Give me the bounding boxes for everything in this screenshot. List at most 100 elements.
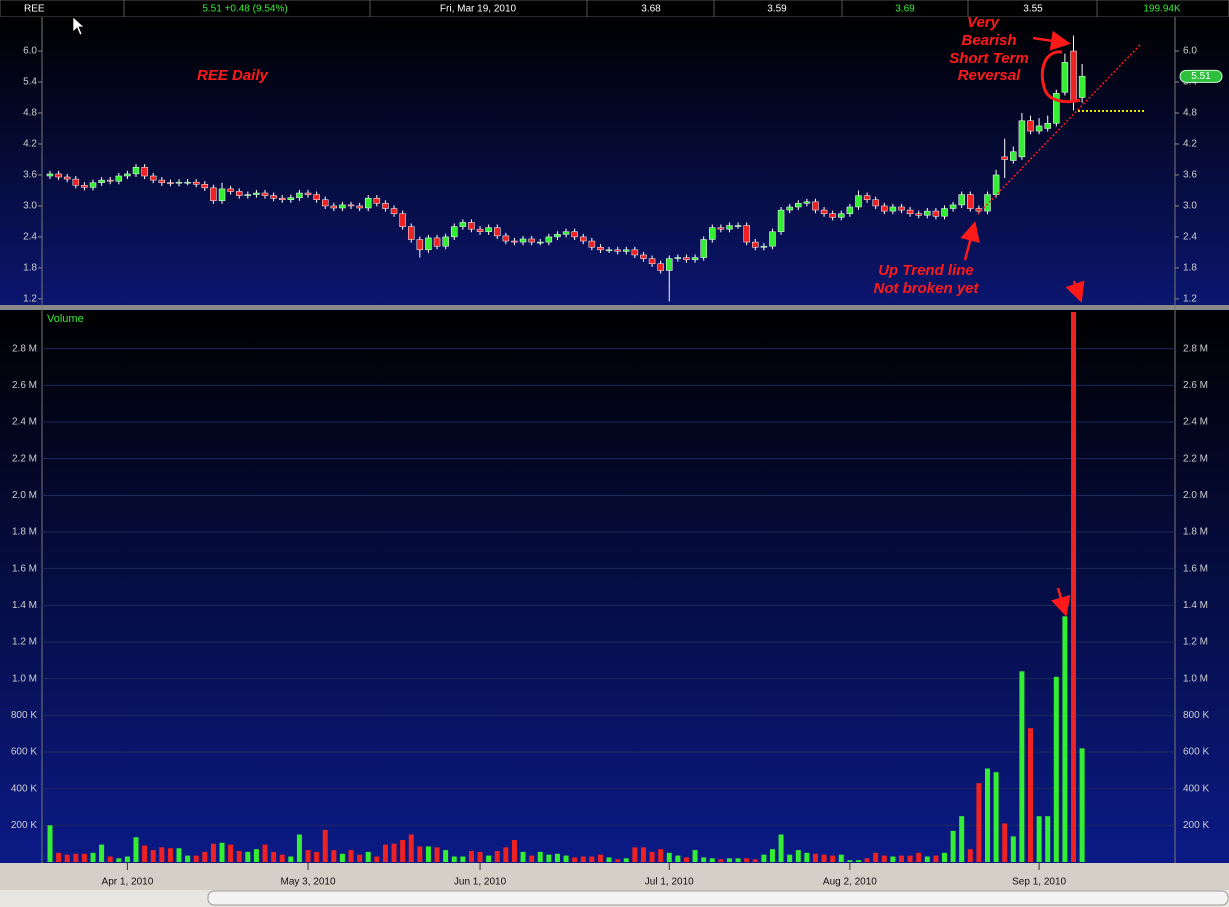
date-axis bbox=[0, 863, 1229, 890]
volume-bar bbox=[924, 856, 930, 862]
volume-bar bbox=[752, 859, 758, 862]
y-tick-label: 2.2 M bbox=[1183, 453, 1208, 464]
candle-body bbox=[666, 258, 673, 271]
annotation: Short Term bbox=[949, 50, 1028, 67]
arrow bbox=[1051, 587, 1071, 617]
y-tick-label: 400 K bbox=[11, 783, 37, 794]
last-change: 5.51 +0.48 (9.54%) bbox=[202, 4, 287, 15]
trend-line bbox=[977, 44, 1141, 215]
candle-body bbox=[321, 199, 329, 207]
y-tick-label: 3.6 bbox=[1183, 170, 1197, 181]
volume-bars bbox=[47, 312, 1085, 862]
y-tick-label: 2.2 M bbox=[12, 453, 37, 464]
candle-body bbox=[889, 206, 897, 212]
volume-bar bbox=[640, 847, 646, 862]
volume-bar bbox=[1002, 823, 1008, 862]
candle-body bbox=[898, 206, 905, 211]
volume-bar bbox=[64, 854, 70, 862]
volume-bar bbox=[761, 854, 767, 862]
volume-bar bbox=[434, 847, 440, 862]
volume-bar bbox=[382, 844, 388, 862]
panel-splitter[interactable] bbox=[0, 305, 1229, 310]
volume-bar bbox=[305, 850, 311, 862]
candle-body bbox=[330, 205, 338, 209]
candle-body bbox=[278, 197, 286, 200]
y-tick-label: 4.2 bbox=[1183, 139, 1197, 150]
volume-bar bbox=[778, 834, 784, 862]
volume-bar bbox=[1028, 728, 1034, 862]
y-tick-label: 400 K bbox=[1183, 783, 1209, 794]
volume-bar bbox=[933, 855, 939, 862]
candle-body bbox=[623, 249, 630, 252]
candle-body bbox=[1070, 50, 1077, 102]
volume-bar bbox=[735, 858, 741, 862]
candle-body bbox=[364, 197, 372, 209]
volume-bar bbox=[193, 855, 199, 862]
volume-bar bbox=[400, 840, 406, 862]
volume-bar bbox=[73, 853, 79, 862]
volume-bar bbox=[124, 856, 130, 862]
candle-body bbox=[115, 175, 123, 182]
volume-bar bbox=[838, 854, 844, 862]
volume-bar bbox=[950, 830, 956, 862]
candle-body bbox=[502, 235, 510, 242]
volume-bar bbox=[675, 855, 681, 862]
candle-body bbox=[700, 239, 707, 258]
volume-bar bbox=[348, 850, 354, 862]
candle-body bbox=[1035, 125, 1043, 132]
volume-bar bbox=[804, 852, 810, 862]
y-tick-label: 1.8 bbox=[1183, 263, 1197, 274]
volume-bar bbox=[1045, 816, 1051, 862]
candle-body bbox=[820, 209, 828, 214]
candle-body bbox=[149, 175, 157, 181]
candle-body bbox=[132, 166, 140, 175]
candle-body bbox=[493, 227, 501, 237]
volume-bar bbox=[769, 849, 775, 862]
y-tick-label: 3.0 bbox=[23, 201, 37, 212]
volume-bar bbox=[503, 847, 509, 862]
candle-body bbox=[46, 173, 54, 177]
volume-bar bbox=[873, 852, 879, 862]
candle-body bbox=[476, 228, 484, 232]
x-tick-label: Jul 1, 2010 bbox=[645, 877, 694, 888]
y-tick-label: 1.2 M bbox=[12, 637, 37, 648]
candle-body bbox=[218, 188, 226, 202]
marks: 1.2 1.2 1.8 1.8 2.4 2.4 3.0 3.0 3.6 3.6 4.2 4.2 4.8 4… bbox=[11, 35, 1223, 888]
volume-bar bbox=[658, 849, 664, 862]
candle-body bbox=[407, 226, 415, 240]
volume-bar bbox=[417, 846, 423, 862]
y-tick-label: 1.0 M bbox=[1183, 673, 1208, 684]
volume-bar bbox=[202, 851, 208, 862]
y-tick-label: 5.4 bbox=[23, 77, 37, 88]
candle-body bbox=[416, 239, 424, 251]
volume-bar bbox=[606, 857, 612, 862]
volume-bar bbox=[494, 851, 500, 862]
candle-body bbox=[605, 249, 613, 252]
volume-bar bbox=[374, 856, 380, 862]
volume-bar bbox=[1019, 671, 1025, 862]
x-tick-label: Jun 1, 2010 bbox=[454, 877, 507, 888]
candle-body bbox=[98, 179, 105, 183]
candle-body bbox=[347, 204, 355, 207]
volume-bar bbox=[47, 825, 53, 862]
candle-body bbox=[614, 249, 621, 252]
volume-bar bbox=[520, 851, 526, 862]
scroll-thumb[interactable] bbox=[207, 890, 1229, 906]
y-tick-label: 1.8 M bbox=[12, 527, 37, 538]
y-tick-label: 1.6 M bbox=[12, 563, 37, 574]
y-tick-label: 2.4 bbox=[1183, 232, 1197, 243]
candle-body bbox=[863, 195, 871, 200]
volume-bar bbox=[81, 853, 87, 862]
candle-body bbox=[743, 225, 750, 243]
candle-body bbox=[932, 210, 940, 217]
volume-bar bbox=[253, 849, 259, 862]
candle-body bbox=[244, 194, 252, 196]
volume-bar bbox=[150, 850, 156, 862]
volume-bar bbox=[726, 858, 732, 862]
y-tick-label: 800 K bbox=[11, 710, 37, 721]
header-dividers bbox=[123, 0, 1098, 17]
volume-bar bbox=[159, 847, 165, 862]
y-tick-label: 200 K bbox=[11, 820, 37, 831]
volume-bar bbox=[133, 837, 139, 862]
y-tick-label: 6.0 bbox=[23, 46, 37, 57]
